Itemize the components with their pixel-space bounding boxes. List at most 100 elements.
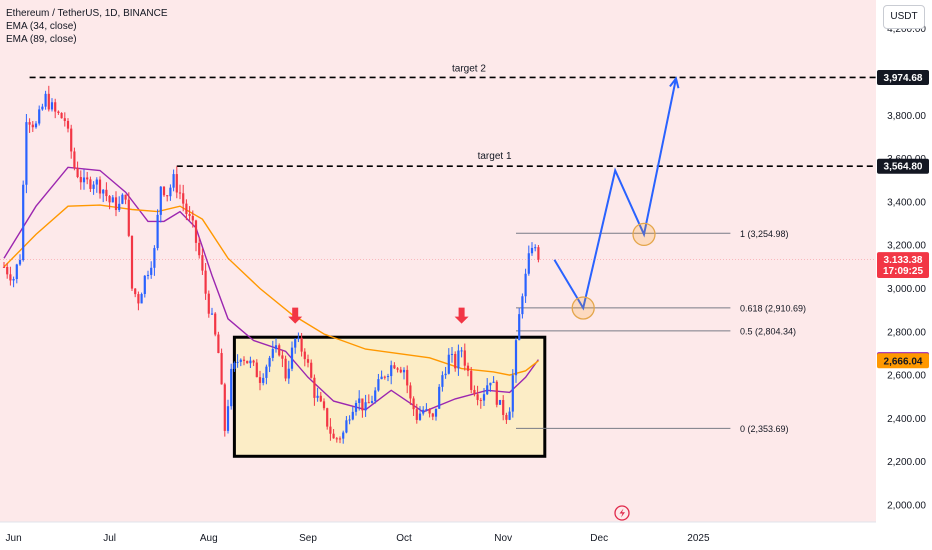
candle-body[interactable] <box>351 411 354 420</box>
candle-body[interactable] <box>178 192 182 194</box>
candle-body[interactable] <box>223 384 226 431</box>
candle-body[interactable] <box>265 366 268 378</box>
candle-body[interactable] <box>38 109 41 124</box>
candle-body[interactable] <box>521 296 524 315</box>
candle-body[interactable] <box>271 349 274 358</box>
candle-body[interactable] <box>278 345 281 356</box>
candle-body[interactable] <box>28 122 31 125</box>
candle-body[interactable] <box>246 360 249 364</box>
candle-body[interactable] <box>76 168 79 178</box>
candle-body[interactable] <box>214 313 217 335</box>
candle-body[interactable] <box>374 390 377 402</box>
candle-body[interactable] <box>162 186 166 196</box>
candle-body[interactable] <box>34 123 38 128</box>
candle-body[interactable] <box>438 386 441 409</box>
candle-body[interactable] <box>22 184 25 261</box>
candle-body[interactable] <box>146 274 150 276</box>
candle-body[interactable] <box>153 248 156 268</box>
candle-body[interactable] <box>428 409 431 414</box>
projection-path[interactable] <box>553 78 677 311</box>
candle-body[interactable] <box>508 411 511 420</box>
price-badge[interactable] <box>877 263 929 279</box>
candle-body[interactable] <box>294 339 297 348</box>
candle-body[interactable] <box>198 242 201 256</box>
candle-body[interactable] <box>530 247 534 254</box>
candle-body[interactable] <box>47 93 50 110</box>
range-box[interactable] <box>232 335 547 458</box>
candle-body[interactable] <box>137 294 140 304</box>
candle-body[interactable] <box>210 313 214 315</box>
candle-body[interactable] <box>399 369 402 373</box>
candle-body[interactable] <box>434 408 438 417</box>
candle-body[interactable] <box>121 194 124 204</box>
candle-body[interactable] <box>204 270 207 294</box>
candle-body[interactable] <box>124 194 127 200</box>
candle-body[interactable] <box>169 187 172 197</box>
candle-body[interactable] <box>306 359 310 363</box>
candle-body[interactable] <box>518 314 521 341</box>
candle-body[interactable] <box>329 426 332 434</box>
candle-body[interactable] <box>418 413 422 420</box>
candle-body[interactable] <box>415 409 418 420</box>
candle-body[interactable] <box>98 179 102 194</box>
candle-body[interactable] <box>466 365 470 371</box>
candle-body[interactable] <box>495 381 498 405</box>
candle-body[interactable] <box>425 409 428 411</box>
candle-body[interactable] <box>70 128 73 152</box>
candle-body[interactable] <box>300 337 303 352</box>
candle-body[interactable] <box>54 102 57 112</box>
candle-body[interactable] <box>15 264 18 280</box>
candle-body[interactable] <box>447 354 450 374</box>
candle-body[interactable] <box>31 124 34 128</box>
candle-body[interactable] <box>358 398 361 403</box>
candle-body[interactable] <box>326 408 329 427</box>
candle-body[interactable] <box>342 432 345 439</box>
candle-body[interactable] <box>86 177 89 180</box>
candle-body[interactable] <box>284 358 287 379</box>
price-badge[interactable] <box>877 69 929 85</box>
candle-body[interactable] <box>25 122 28 185</box>
candle-body[interactable] <box>102 189 105 194</box>
candle-body[interactable] <box>502 400 505 415</box>
candle-body[interactable] <box>463 350 466 366</box>
candle-body[interactable] <box>338 438 342 440</box>
candle-body[interactable] <box>66 120 70 129</box>
candle-body[interactable] <box>175 174 178 193</box>
candle-body[interactable] <box>386 376 390 378</box>
candle-body[interactable] <box>118 203 121 211</box>
candle-body[interactable] <box>524 273 527 297</box>
candle-body[interactable] <box>380 376 383 380</box>
candle-body[interactable] <box>2 266 6 268</box>
candle-body[interactable] <box>364 402 367 411</box>
candle-body[interactable] <box>354 402 358 412</box>
candle-body[interactable] <box>18 260 22 265</box>
candle-body[interactable] <box>489 382 492 386</box>
candle-body[interactable] <box>297 337 300 340</box>
candle-body[interactable] <box>319 395 322 402</box>
candle-body[interactable] <box>322 401 326 409</box>
candle-body[interactable] <box>105 189 108 197</box>
candle-body[interactable] <box>310 362 313 378</box>
candle-body[interactable] <box>479 399 482 401</box>
candle-body[interactable] <box>95 179 98 185</box>
candle-body[interactable] <box>409 385 412 399</box>
candle-body[interactable] <box>332 433 335 439</box>
candle-body[interactable] <box>6 266 9 275</box>
candle-body[interactable] <box>9 274 12 281</box>
candle-body[interactable] <box>249 360 252 364</box>
candle-body[interactable] <box>431 413 434 417</box>
candle-body[interactable] <box>150 267 153 275</box>
candle-body[interactable] <box>140 294 143 304</box>
candle-body[interactable] <box>159 186 162 215</box>
candle-body[interactable] <box>441 375 444 387</box>
price-badge[interactable] <box>877 158 929 174</box>
candle-body[interactable] <box>194 220 198 243</box>
candle-body[interactable] <box>242 359 246 361</box>
candle-body[interactable] <box>457 350 460 369</box>
candle-body[interactable] <box>268 357 271 367</box>
indicator-ema-34[interactable]: EMA (34, close) <box>6 21 77 32</box>
candle-body[interactable] <box>473 389 476 395</box>
candle-body[interactable] <box>262 377 265 383</box>
